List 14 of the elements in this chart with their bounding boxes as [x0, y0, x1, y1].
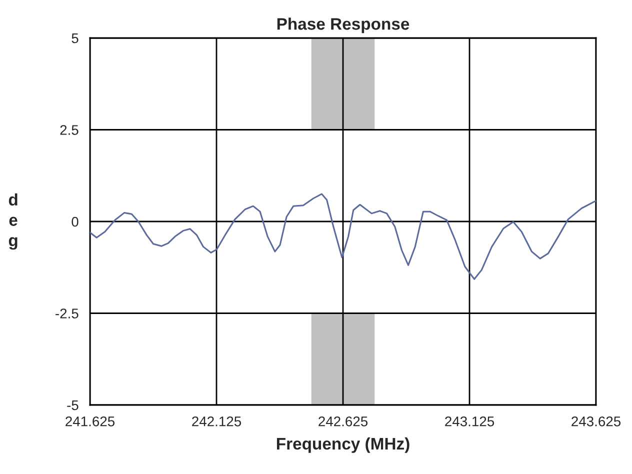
x-tick-label: 242.625	[318, 416, 368, 426]
line-series	[90, 193, 596, 280]
y-tick-label: -5	[67, 400, 78, 410]
y-tick-label: 2.5	[60, 125, 78, 135]
x-tick-label: 243.125	[445, 416, 494, 426]
x-axis-title: Frequency (MHz)	[276, 437, 410, 453]
chart-title: Phase Response	[277, 18, 410, 34]
x-tick-label: 241.625	[66, 416, 115, 426]
x-tick-label: 243.625	[572, 416, 621, 426]
x-tick-label: 242.125	[192, 416, 242, 426]
y-tick-label: -2.5	[56, 308, 78, 318]
y-tick-label: 5	[72, 33, 78, 44]
y-axis-title: deg	[8, 193, 18, 250]
y-tick-label: 0	[72, 216, 78, 227]
